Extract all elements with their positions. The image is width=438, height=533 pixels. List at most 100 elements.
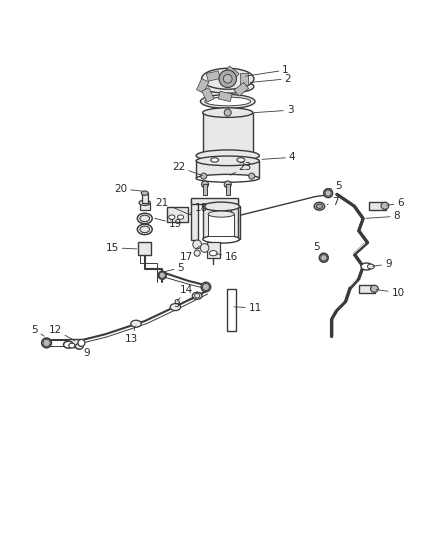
Circle shape	[219, 70, 237, 87]
Circle shape	[321, 255, 327, 261]
Ellipse shape	[131, 320, 141, 327]
Ellipse shape	[381, 203, 389, 209]
Circle shape	[43, 340, 50, 346]
Bar	[219, 91, 232, 102]
Ellipse shape	[138, 213, 152, 224]
Circle shape	[224, 109, 231, 116]
Text: 4: 4	[262, 152, 296, 163]
Ellipse shape	[314, 203, 325, 210]
Ellipse shape	[201, 181, 208, 188]
Text: 10: 10	[376, 288, 405, 298]
Ellipse shape	[371, 285, 378, 292]
Bar	[227, 289, 236, 331]
Bar	[138, 241, 151, 255]
Ellipse shape	[205, 97, 251, 106]
Bar	[359, 285, 375, 293]
Ellipse shape	[196, 150, 259, 161]
Text: 20: 20	[114, 184, 142, 194]
Text: 9: 9	[173, 299, 194, 310]
Ellipse shape	[237, 158, 245, 162]
Text: 8: 8	[366, 211, 400, 221]
Bar	[240, 72, 248, 85]
Ellipse shape	[209, 251, 217, 256]
Text: 23: 23	[230, 162, 252, 175]
Ellipse shape	[140, 215, 150, 222]
Text: 19: 19	[155, 219, 182, 229]
Bar	[68, 338, 81, 348]
Bar	[207, 243, 220, 257]
Ellipse shape	[203, 202, 240, 211]
Text: 12: 12	[49, 325, 74, 341]
Ellipse shape	[201, 94, 255, 108]
Ellipse shape	[203, 235, 240, 243]
Ellipse shape	[211, 158, 219, 162]
Ellipse shape	[194, 294, 200, 298]
Ellipse shape	[177, 215, 184, 220]
Ellipse shape	[208, 211, 234, 217]
Bar	[225, 66, 239, 80]
Ellipse shape	[201, 80, 254, 93]
Ellipse shape	[169, 215, 175, 220]
Bar	[369, 202, 386, 210]
Ellipse shape	[367, 264, 374, 269]
Text: 18: 18	[190, 204, 208, 213]
Circle shape	[159, 272, 165, 278]
Circle shape	[193, 240, 201, 249]
Text: 14: 14	[177, 285, 193, 302]
Bar	[226, 184, 230, 195]
Ellipse shape	[78, 340, 85, 346]
Ellipse shape	[138, 224, 152, 235]
Text: 6: 6	[387, 198, 404, 208]
Text: 16: 16	[216, 252, 238, 262]
Bar	[231, 199, 238, 240]
Bar	[206, 71, 220, 81]
Bar	[203, 206, 240, 239]
Text: 5: 5	[165, 263, 184, 273]
Text: 15: 15	[105, 243, 137, 253]
Text: 11: 11	[234, 303, 262, 313]
Ellipse shape	[140, 226, 150, 233]
Text: 9: 9	[372, 260, 392, 269]
Ellipse shape	[319, 253, 328, 262]
Ellipse shape	[158, 271, 166, 279]
Bar	[234, 83, 249, 96]
Ellipse shape	[203, 108, 253, 117]
Text: 2: 2	[250, 74, 291, 84]
Bar	[196, 161, 259, 179]
Bar	[203, 112, 253, 158]
Text: 7: 7	[327, 197, 338, 207]
Ellipse shape	[203, 155, 253, 163]
Text: 3: 3	[254, 105, 293, 115]
Circle shape	[202, 284, 209, 290]
Circle shape	[249, 173, 255, 179]
Text: 5: 5	[313, 242, 324, 254]
Bar	[191, 199, 198, 240]
Text: 9: 9	[75, 348, 90, 358]
Ellipse shape	[192, 292, 202, 299]
Text: 21: 21	[155, 198, 188, 214]
Ellipse shape	[201, 68, 254, 89]
Bar	[197, 79, 209, 93]
Bar	[208, 214, 234, 236]
Bar	[166, 207, 187, 222]
Ellipse shape	[361, 263, 372, 270]
Text: 22: 22	[172, 162, 202, 175]
Ellipse shape	[69, 343, 75, 348]
Ellipse shape	[42, 338, 51, 348]
Ellipse shape	[75, 344, 83, 349]
Circle shape	[201, 173, 207, 179]
Ellipse shape	[64, 341, 73, 348]
Ellipse shape	[196, 174, 259, 182]
Ellipse shape	[196, 156, 259, 166]
Text: 5: 5	[331, 181, 341, 191]
Ellipse shape	[201, 282, 211, 292]
Circle shape	[200, 244, 209, 252]
Bar	[140, 203, 150, 210]
Bar	[191, 198, 238, 204]
Ellipse shape	[139, 200, 150, 205]
Circle shape	[194, 250, 200, 256]
Circle shape	[223, 75, 232, 83]
Ellipse shape	[224, 181, 231, 188]
Ellipse shape	[324, 189, 332, 198]
Ellipse shape	[170, 304, 180, 311]
